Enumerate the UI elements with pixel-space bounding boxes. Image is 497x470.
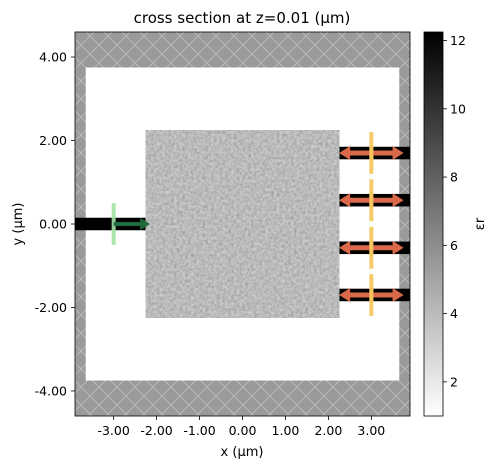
x-tick-label: 0.00: [229, 423, 257, 438]
monitor-3: [339, 226, 404, 269]
colorbar-tick-label: 6: [450, 238, 458, 253]
monitor-arrow-right: [392, 287, 404, 302]
monitor-arrow-left: [339, 287, 351, 302]
monitor-4: [339, 274, 404, 316]
monitor-arrow-right: [392, 146, 404, 161]
colorbar-gradient: [423, 31, 444, 417]
design-region: [145, 130, 340, 318]
y-tick-label: -4.00: [35, 383, 67, 398]
pml-top: [75, 32, 410, 68]
monitor-arrow-left: [339, 240, 351, 255]
colorbar-label: εr: [473, 217, 488, 230]
x-tick-label: 2.00: [314, 423, 342, 438]
x-tick-label: 1.00: [272, 423, 300, 438]
colorbar: 2 4 6 8 10 12 εr: [423, 31, 488, 417]
colorbar-tick-label: 4: [450, 306, 458, 321]
chart-title: cross section at z=0.01 (μm): [134, 9, 351, 27]
y-axis-label: y (μm): [11, 203, 26, 246]
x-tick-label: -3.00: [97, 423, 129, 438]
x-axis: -3.00 -2.00 -1.00 0.00 1.00 2.00 3.00: [97, 416, 385, 438]
x-tick-label: 3.00: [357, 423, 385, 438]
pml-right: [399, 32, 410, 416]
monitor-arrow-right: [392, 193, 404, 208]
colorbar-tick-label: 10: [450, 101, 466, 116]
y-tick-label: -2.00: [35, 300, 67, 315]
monitor-2: [339, 179, 404, 222]
plot-area: [75, 32, 410, 416]
x-axis-label: x (μm): [221, 445, 264, 460]
y-tick-label: 4.00: [39, 50, 67, 65]
x-tick-label: -1.00: [183, 423, 215, 438]
y-axis: 4.00 2.00 0.00 -2.00 -4.00: [35, 50, 75, 398]
y-tick-label: 2.00: [39, 133, 67, 148]
y-tick-label: 0.00: [39, 217, 67, 232]
monitor-layer: [339, 132, 404, 316]
input-waveguide: [75, 217, 146, 231]
colorbar-tick-label: 12: [450, 33, 466, 48]
monitor-arrow-right: [392, 240, 404, 255]
colorbar-tick-label: 8: [450, 170, 458, 185]
pml-bottom: [75, 380, 410, 416]
colorbar-ticks: 2 4 6 8 10 12: [443, 33, 466, 389]
monitor-arrow-left: [339, 193, 351, 208]
source-arrow-head: [140, 218, 151, 230]
x-tick-label: -2.00: [140, 423, 172, 438]
source-layer: [111, 203, 151, 245]
colorbar-tick-label: 2: [450, 374, 458, 389]
monitor-arrow-left: [339, 146, 351, 161]
design-layer: [145, 130, 340, 318]
monitor-1: [339, 132, 404, 174]
